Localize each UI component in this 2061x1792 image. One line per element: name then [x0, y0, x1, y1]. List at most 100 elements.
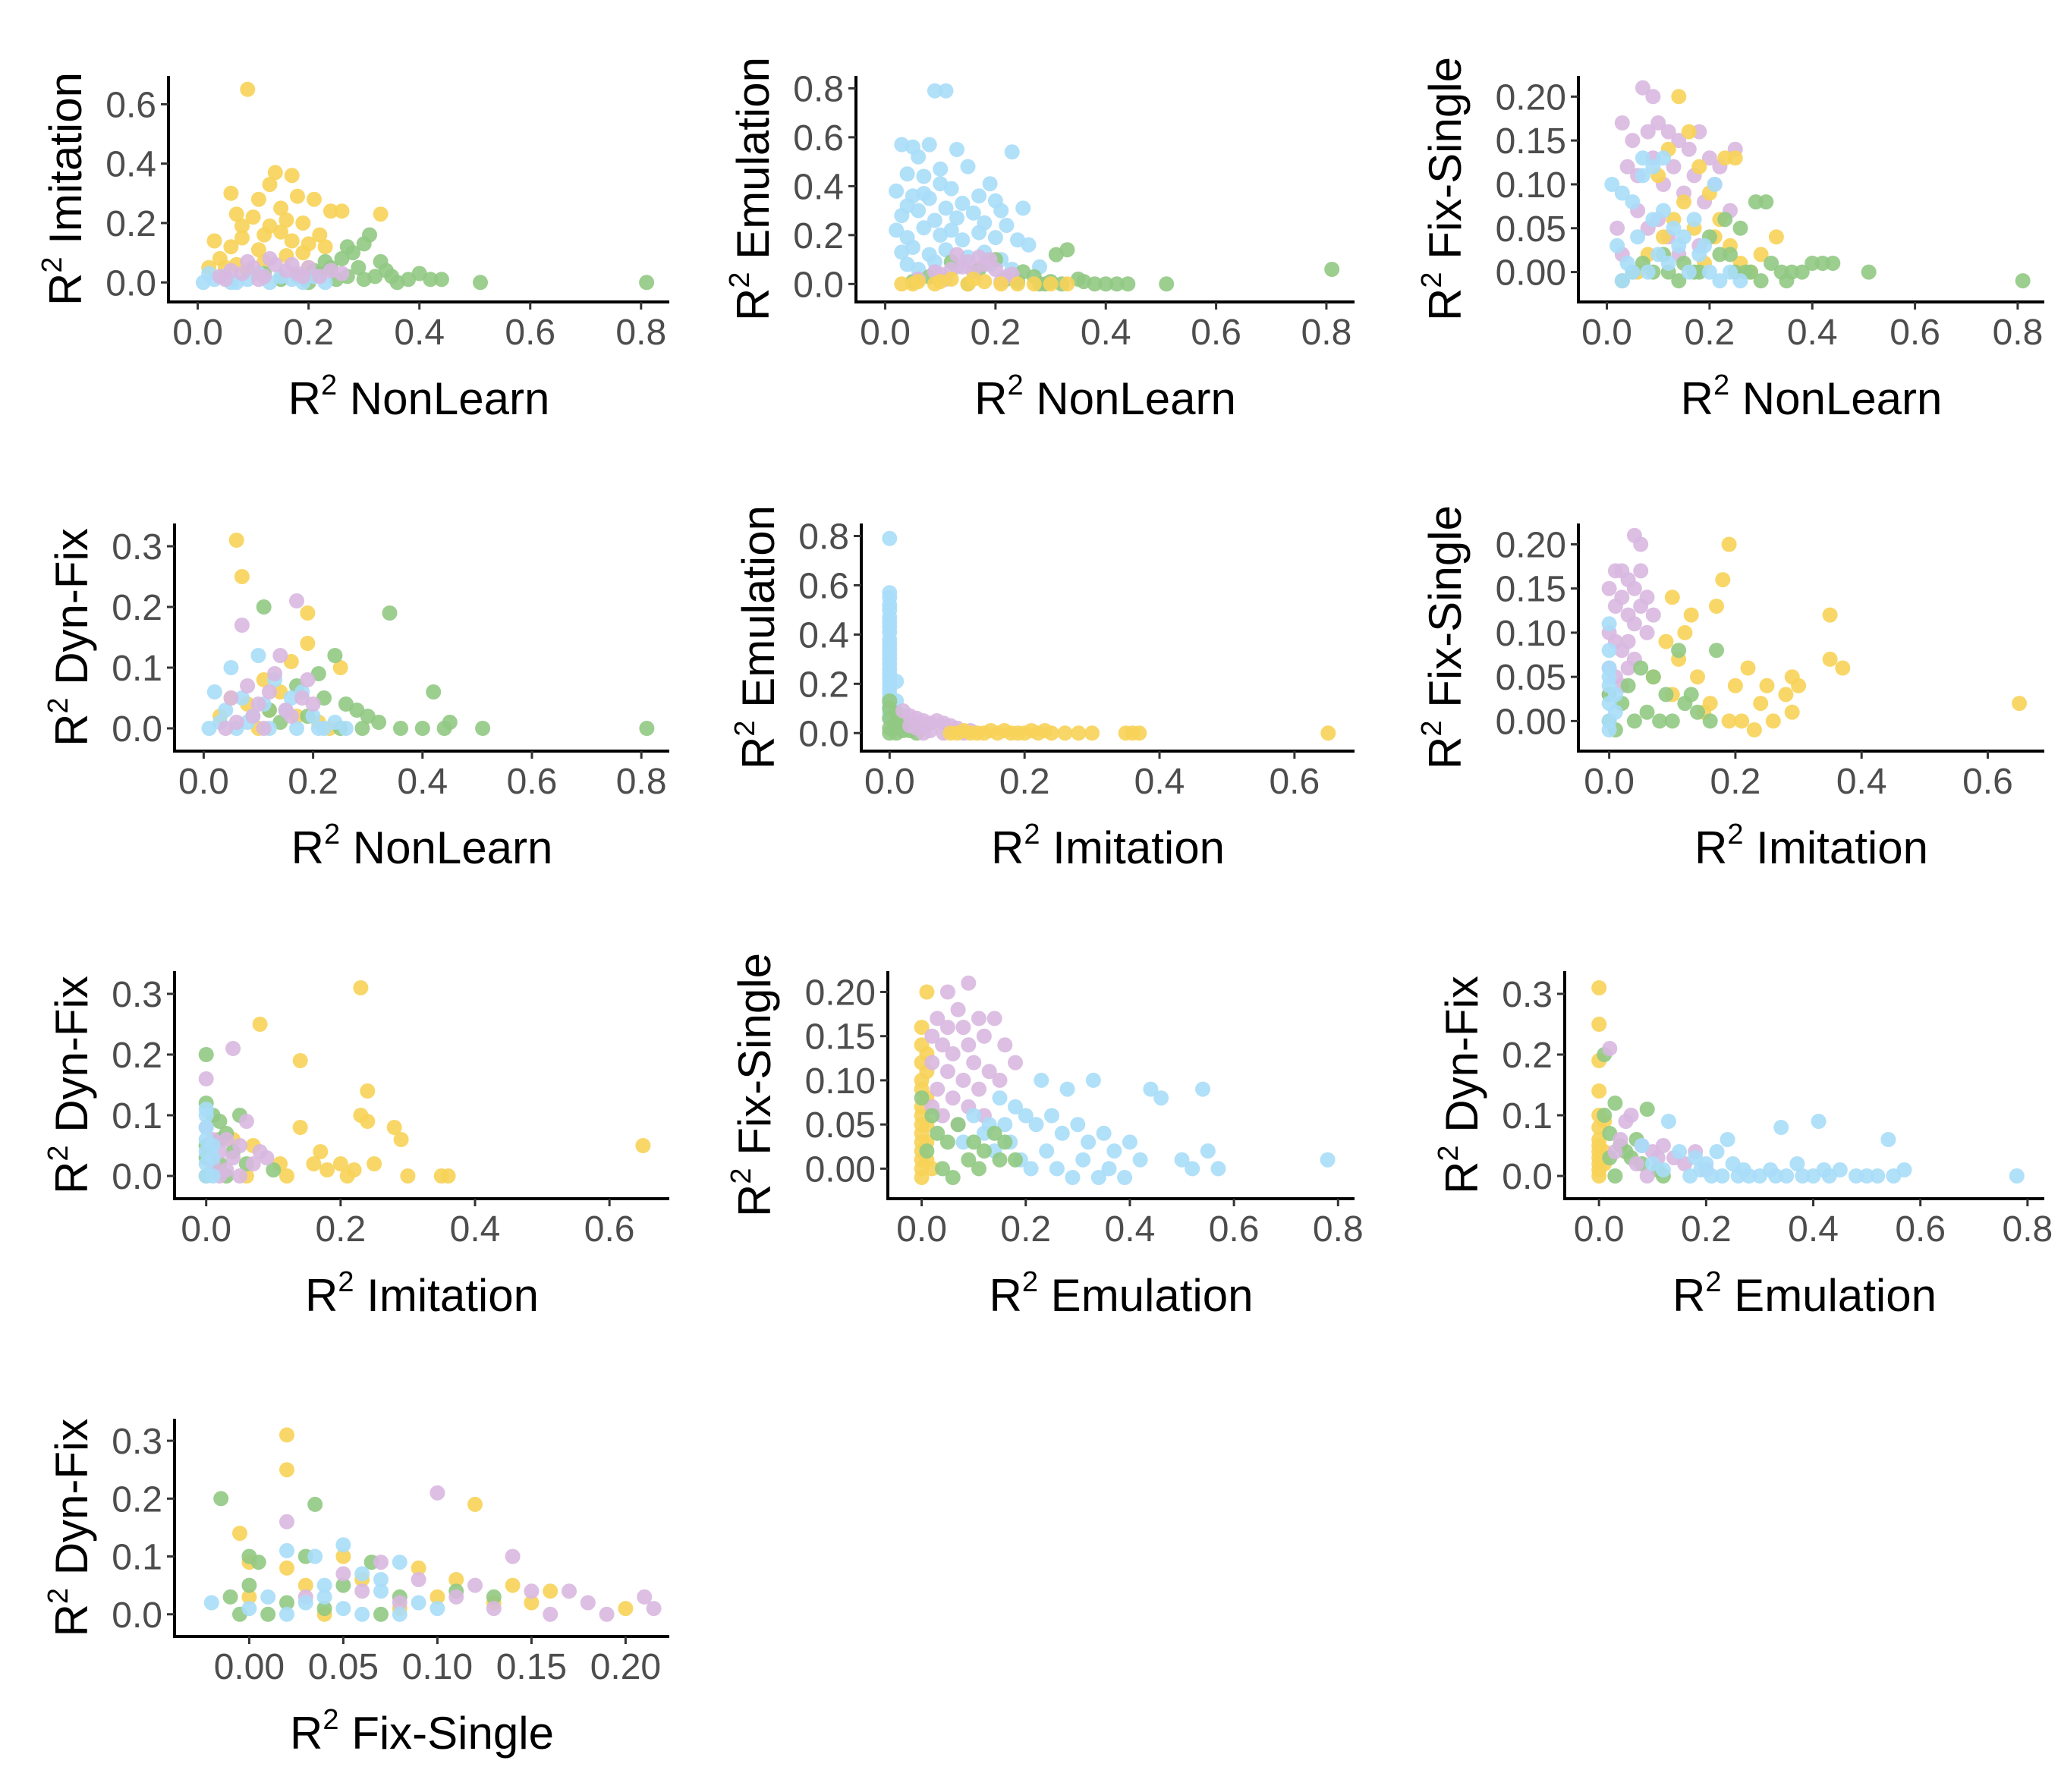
- y-tick-label: 0.2: [112, 1479, 162, 1520]
- data-point-blue: [1768, 1168, 1784, 1184]
- data-point-gold: [279, 1427, 294, 1443]
- data-point-blue: [392, 1555, 407, 1570]
- data-point-blue: [905, 240, 920, 255]
- data-point-blue: [335, 1537, 351, 1553]
- data-point-gold: [440, 1168, 456, 1184]
- x-tick-label: 0.4: [397, 762, 448, 802]
- data-point-gold: [618, 1601, 634, 1617]
- y-tick-label: 0.15: [1496, 570, 1566, 610]
- data-point-blue: [943, 222, 959, 238]
- data-point-purple: [935, 1037, 950, 1053]
- data-point-green: [1626, 713, 1642, 729]
- data-point-purple: [467, 1577, 483, 1593]
- data-point-blue: [1666, 220, 1682, 236]
- data-point-purple: [1614, 115, 1630, 130]
- data-point-green: [1702, 713, 1718, 729]
- data-point-purple: [1620, 633, 1636, 649]
- axis-title-variable: NonLearn: [1729, 373, 1942, 424]
- y-axis-title: R2 Emulation: [729, 505, 784, 769]
- data-point-purple: [392, 1595, 407, 1611]
- scatter-panel-10: 0.00 0.05 0.10 0.15 0.200.00.10.20.3R2 Fix-S…: [42, 1419, 669, 1759]
- axis-title-symbol: R: [729, 1184, 780, 1217]
- axis-lines: [173, 971, 669, 1200]
- data-point-green: [1712, 247, 1728, 263]
- data-point-blue: [307, 1548, 323, 1564]
- axis-title-superscript: 2: [1416, 272, 1448, 288]
- data-point-gold: [206, 233, 222, 249]
- data-point-gold: [292, 1053, 308, 1068]
- data-point-purple: [256, 721, 272, 736]
- data-point-blue: [927, 212, 942, 228]
- data-point-green: [1709, 643, 1724, 659]
- data-point-blue: [938, 83, 954, 99]
- data-point-gold: [234, 218, 250, 234]
- data-point-blue: [916, 168, 932, 184]
- axis-title-superscript: 2: [36, 256, 68, 272]
- data-point-purple: [1626, 616, 1642, 632]
- x-axis-title: R2 Imitation: [305, 1266, 539, 1321]
- data-point-purple: [930, 1011, 946, 1026]
- axis-title-symbol: R: [46, 1604, 97, 1636]
- data-point-purple: [448, 1589, 464, 1605]
- axis-title-variable: Imitation: [354, 1270, 539, 1321]
- data-point-green: [1159, 276, 1175, 292]
- axis-title-superscript: 2: [1022, 1266, 1038, 1298]
- data-point-blue: [1880, 1132, 1896, 1147]
- data-point-blue: [1640, 264, 1656, 280]
- axis-title-superscript: 2: [321, 369, 337, 401]
- data-point-blue: [354, 1606, 370, 1622]
- data-point-blue: [205, 1168, 221, 1184]
- data-point-green: [1620, 678, 1636, 693]
- x-axis-title: R2 NonLearn: [1681, 369, 1943, 424]
- data-point-purple: [543, 1606, 559, 1622]
- data-point-gold: [1664, 589, 1680, 605]
- data-point-blue: [234, 690, 250, 706]
- data-point-gold: [393, 1132, 409, 1147]
- axis-title-symbol: R: [1436, 1162, 1487, 1194]
- data-point-blue: [205, 1138, 221, 1153]
- x-tick-label: 0.8: [1993, 313, 2044, 353]
- data-point-purple: [1620, 660, 1636, 676]
- data-point-purple: [976, 1028, 992, 1044]
- data-point-blue: [1174, 1152, 1190, 1168]
- y-tick-label: 0.0: [1502, 1157, 1553, 1197]
- data-point-gold: [430, 1589, 445, 1605]
- y-tick-label: 0.10: [1496, 165, 1566, 206]
- data-point-gold: [267, 165, 283, 181]
- data-point-blue: [335, 1601, 351, 1617]
- data-point-purple: [981, 1064, 997, 1080]
- data-point-purple: [961, 1037, 977, 1053]
- points-layer: [914, 975, 1336, 1185]
- data-point-green: [371, 715, 387, 730]
- data-point-blue: [1671, 237, 1687, 253]
- data-point-blue: [411, 1595, 426, 1611]
- data-point-blue: [1712, 273, 1728, 289]
- x-tick-label: 0.6: [1890, 313, 1940, 353]
- axis-title-symbol: R: [1694, 822, 1727, 873]
- axis-title-symbol: R: [1681, 373, 1713, 424]
- data-point-gold: [284, 168, 300, 184]
- data-point-purple: [524, 1583, 540, 1599]
- data-point-blue: [1660, 1114, 1676, 1129]
- data-point-blue: [1816, 1162, 1832, 1177]
- axis-title-variable: NonLearn: [1024, 373, 1236, 424]
- data-point-blue: [982, 176, 998, 192]
- y-tick-label: 0.20: [805, 973, 876, 1013]
- data-point-gold: [332, 660, 348, 675]
- axis-title-superscript: 2: [729, 721, 761, 737]
- data-point-purple: [250, 272, 266, 288]
- data-point-green: [401, 272, 417, 288]
- axis-title-variable: Emulation: [1722, 1270, 1937, 1321]
- data-point-gold: [332, 1156, 348, 1171]
- data-point-blue: [1096, 1125, 1112, 1141]
- axis-title-variable: Imitation: [40, 72, 91, 256]
- data-point-blue: [206, 684, 222, 700]
- data-point-green: [935, 1161, 950, 1177]
- y-tick-label: 0.0: [112, 1157, 162, 1197]
- data-point-green: [1671, 273, 1687, 289]
- data-point-green: [433, 272, 449, 288]
- data-point-gold: [228, 533, 244, 548]
- axis-lines: [860, 523, 1355, 753]
- data-point-purple: [1625, 133, 1641, 149]
- y-tick-label: 0.6: [793, 118, 844, 159]
